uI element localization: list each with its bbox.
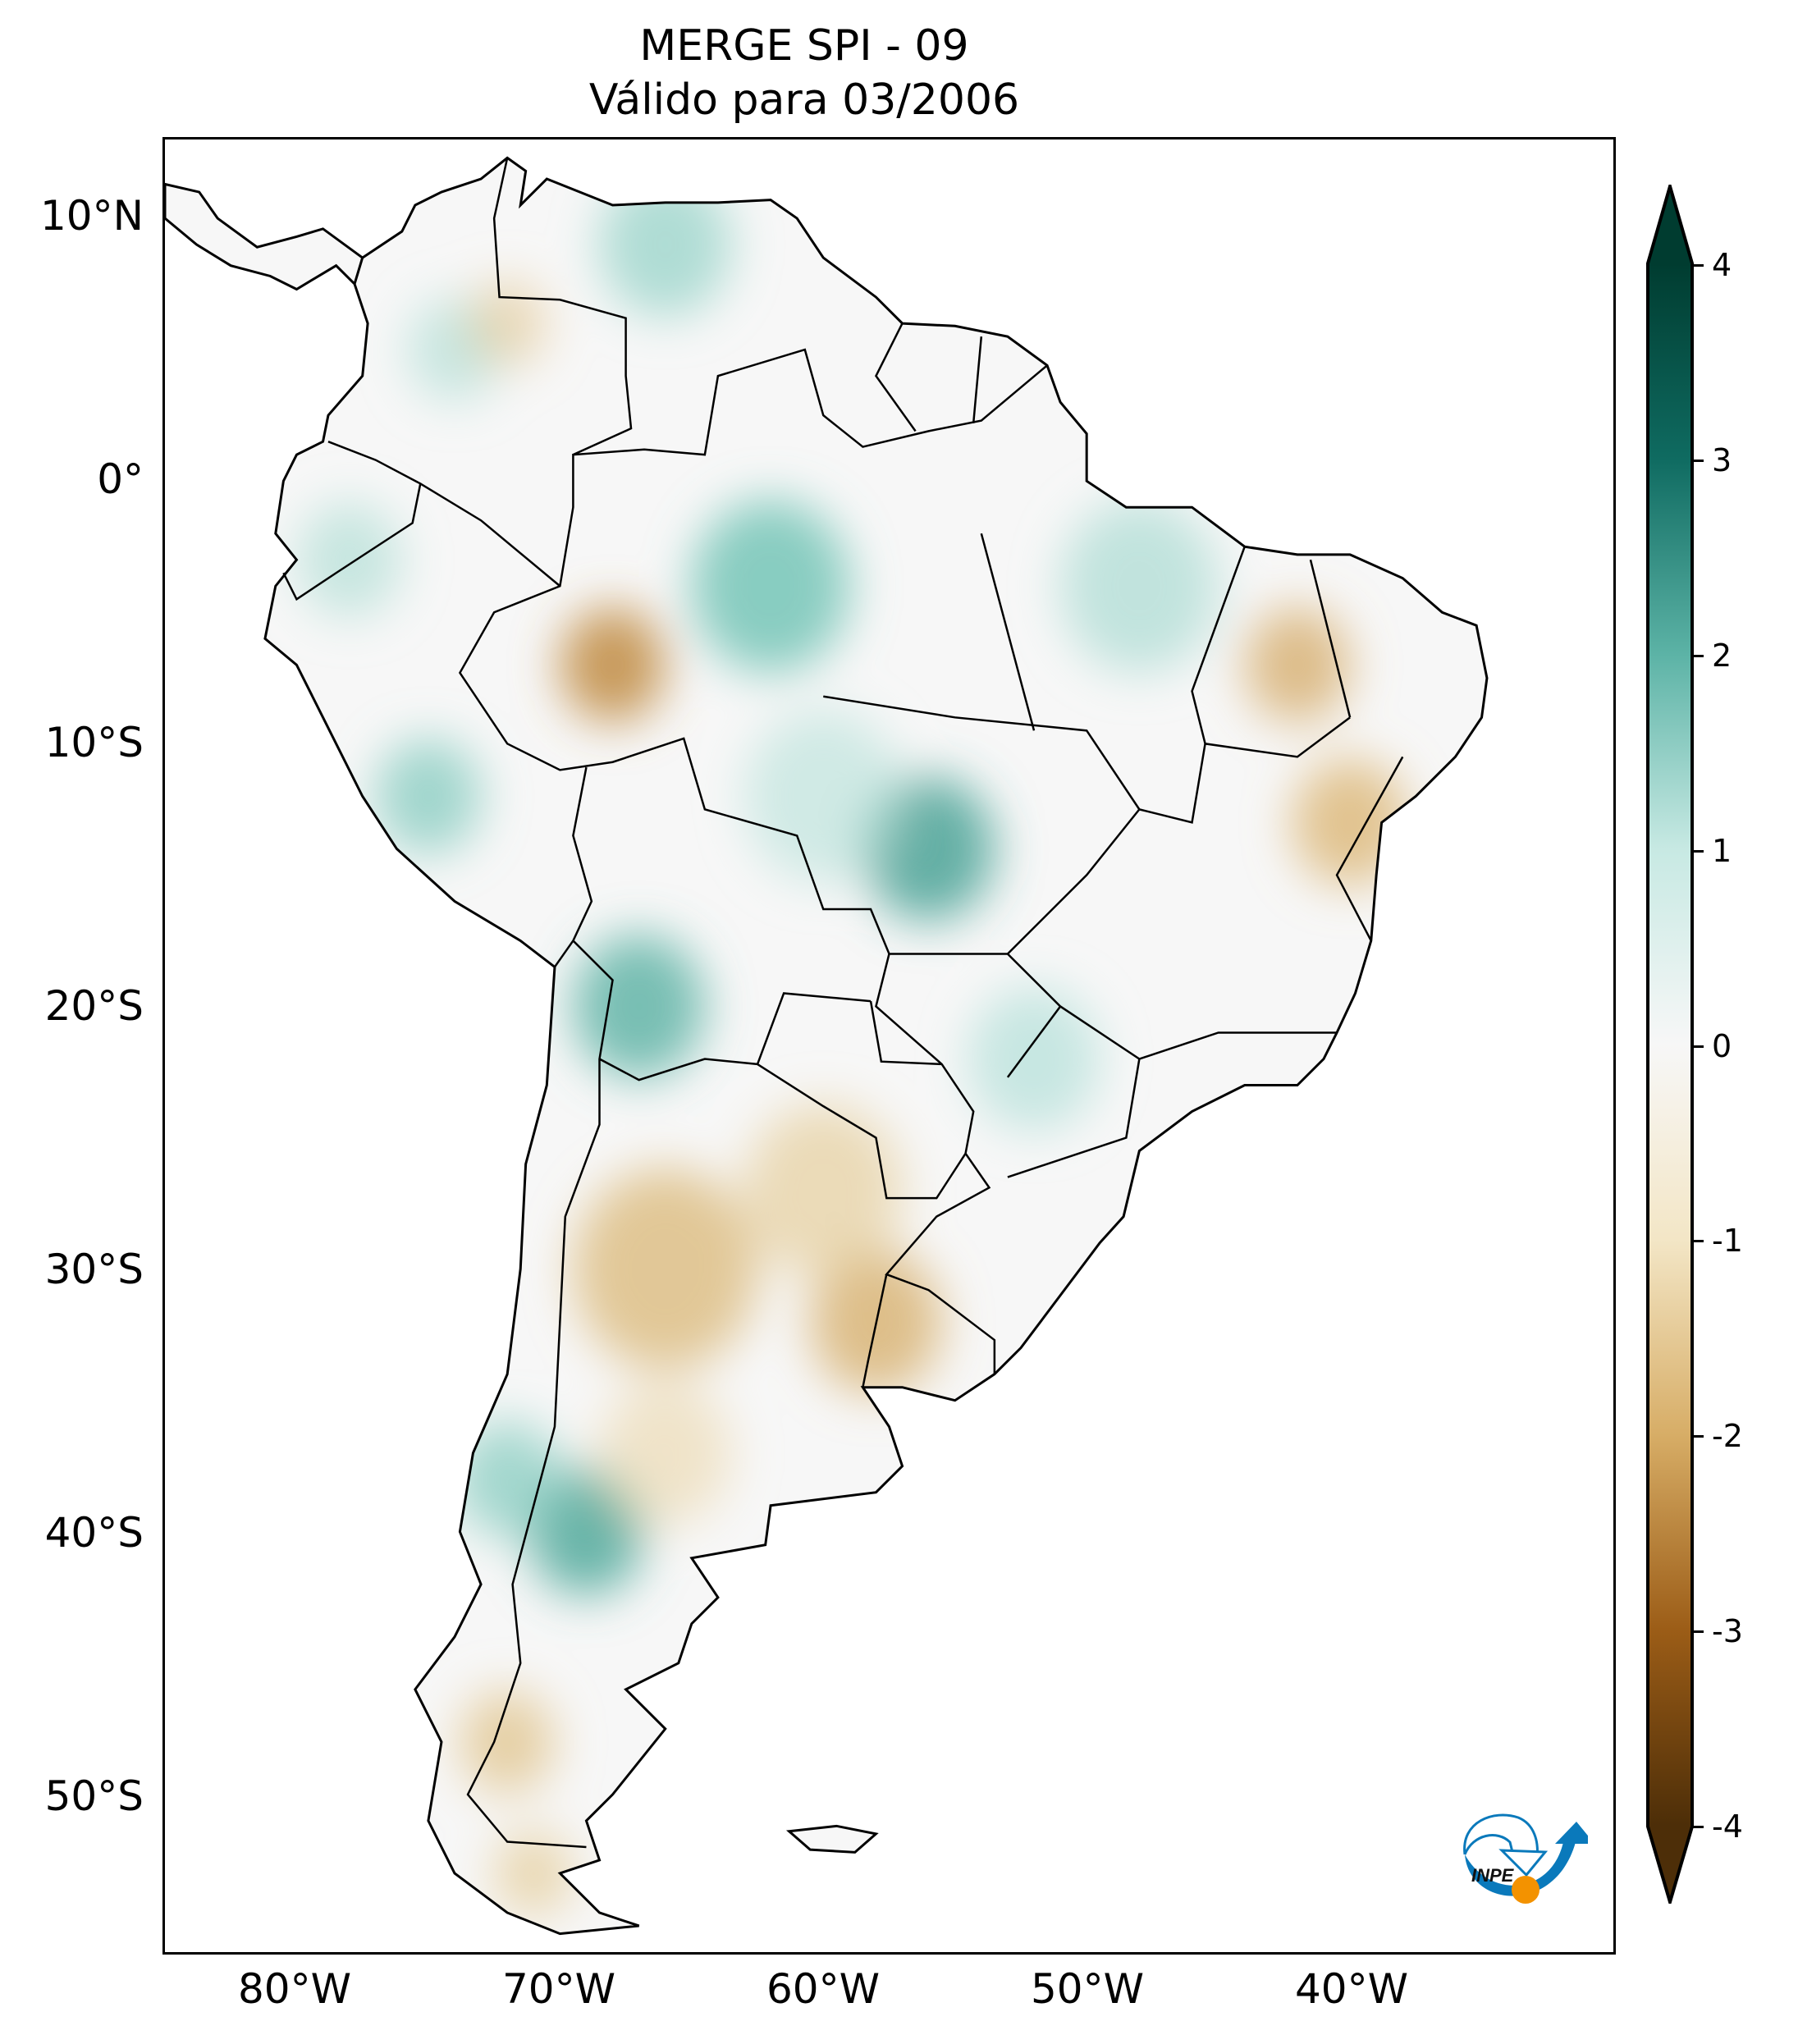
spi-anomaly-region xyxy=(296,501,402,618)
colorbar-tick-label: 0 xyxy=(1712,1027,1732,1064)
lat-tick-label: 20°S xyxy=(44,982,144,1031)
colorbar-tick-label: -4 xyxy=(1712,1809,1743,1845)
spi-anomaly-region xyxy=(573,1168,758,1370)
colorbar-tick xyxy=(1692,1630,1704,1634)
spi-anomaly-region xyxy=(460,1690,555,1795)
spi-anomaly-region xyxy=(1244,606,1351,723)
spi-anomaly-region xyxy=(375,738,482,854)
colorbar-tick xyxy=(1692,1826,1704,1828)
lat-tick-label: 30°S xyxy=(44,1246,144,1294)
spi-anomaly-region xyxy=(744,1103,903,1278)
lon-tick-label: 60°W xyxy=(766,1965,881,2013)
lat-tick-label: 0° xyxy=(97,455,144,504)
lon-tick-label: 80°W xyxy=(237,1965,352,2013)
colorbar-tick-label: 4 xyxy=(1712,247,1732,283)
spi-anomaly-region xyxy=(599,1380,731,1525)
country-borders xyxy=(283,158,1402,1847)
spi-anomaly-region xyxy=(691,499,850,673)
colorbar-tick xyxy=(1692,459,1704,462)
svg-text:INPE: INPE xyxy=(1471,1865,1515,1886)
lon-tick-label: 70°W xyxy=(501,1965,616,2013)
lon-tick-label: 50°W xyxy=(1030,1965,1145,2013)
colorbar-tick-label: 2 xyxy=(1712,637,1732,674)
lat-tick-label: 10°N xyxy=(39,192,144,240)
lat-tick-label: 40°S xyxy=(44,1509,144,1557)
spi-field xyxy=(165,158,1487,1934)
map-title: MERGE SPI - 09 xyxy=(639,21,969,71)
spi-anomaly-region xyxy=(744,709,903,884)
spi-anomaly-region xyxy=(494,1830,574,1917)
lat-tick-label: 10°S xyxy=(44,719,144,767)
colorbar-tick-label: -2 xyxy=(1712,1418,1743,1455)
colorbar-tick-label: -3 xyxy=(1712,1613,1743,1650)
colorbar-tick-label: -1 xyxy=(1712,1223,1743,1260)
spi-anomaly-region xyxy=(560,606,666,723)
lon-tick-label: 40°W xyxy=(1294,1965,1409,2013)
colorbar xyxy=(1646,185,1694,1904)
colorbar-tick xyxy=(1692,1435,1704,1438)
spi-anomaly-region xyxy=(455,1421,560,1538)
spi-anomaly-region xyxy=(528,1468,645,1596)
colorbar-tick-label: 1 xyxy=(1712,832,1732,869)
spi-anomaly-region xyxy=(573,934,705,1079)
map-subtitle: Válido para 03/2006 xyxy=(588,75,1020,125)
lat-tick-label: 50°S xyxy=(44,1772,144,1821)
colorbar-tick xyxy=(1692,654,1704,657)
coastline xyxy=(165,158,1487,1933)
colorbar-tick xyxy=(1692,1240,1704,1243)
spi-anomaly-region xyxy=(1060,499,1219,673)
spi-anomaly-region xyxy=(968,986,1100,1132)
colorbar-tick xyxy=(1692,849,1704,853)
inpe-logo: INPE xyxy=(1463,1813,1588,1904)
colorbar-tick-label: 3 xyxy=(1712,441,1732,478)
spi-anomaly-region xyxy=(468,280,547,367)
spi-map xyxy=(162,137,1616,1955)
colorbar-tick xyxy=(1692,1045,1704,1048)
spi-anomaly-region xyxy=(599,172,731,318)
colorbar-tick xyxy=(1692,264,1704,267)
